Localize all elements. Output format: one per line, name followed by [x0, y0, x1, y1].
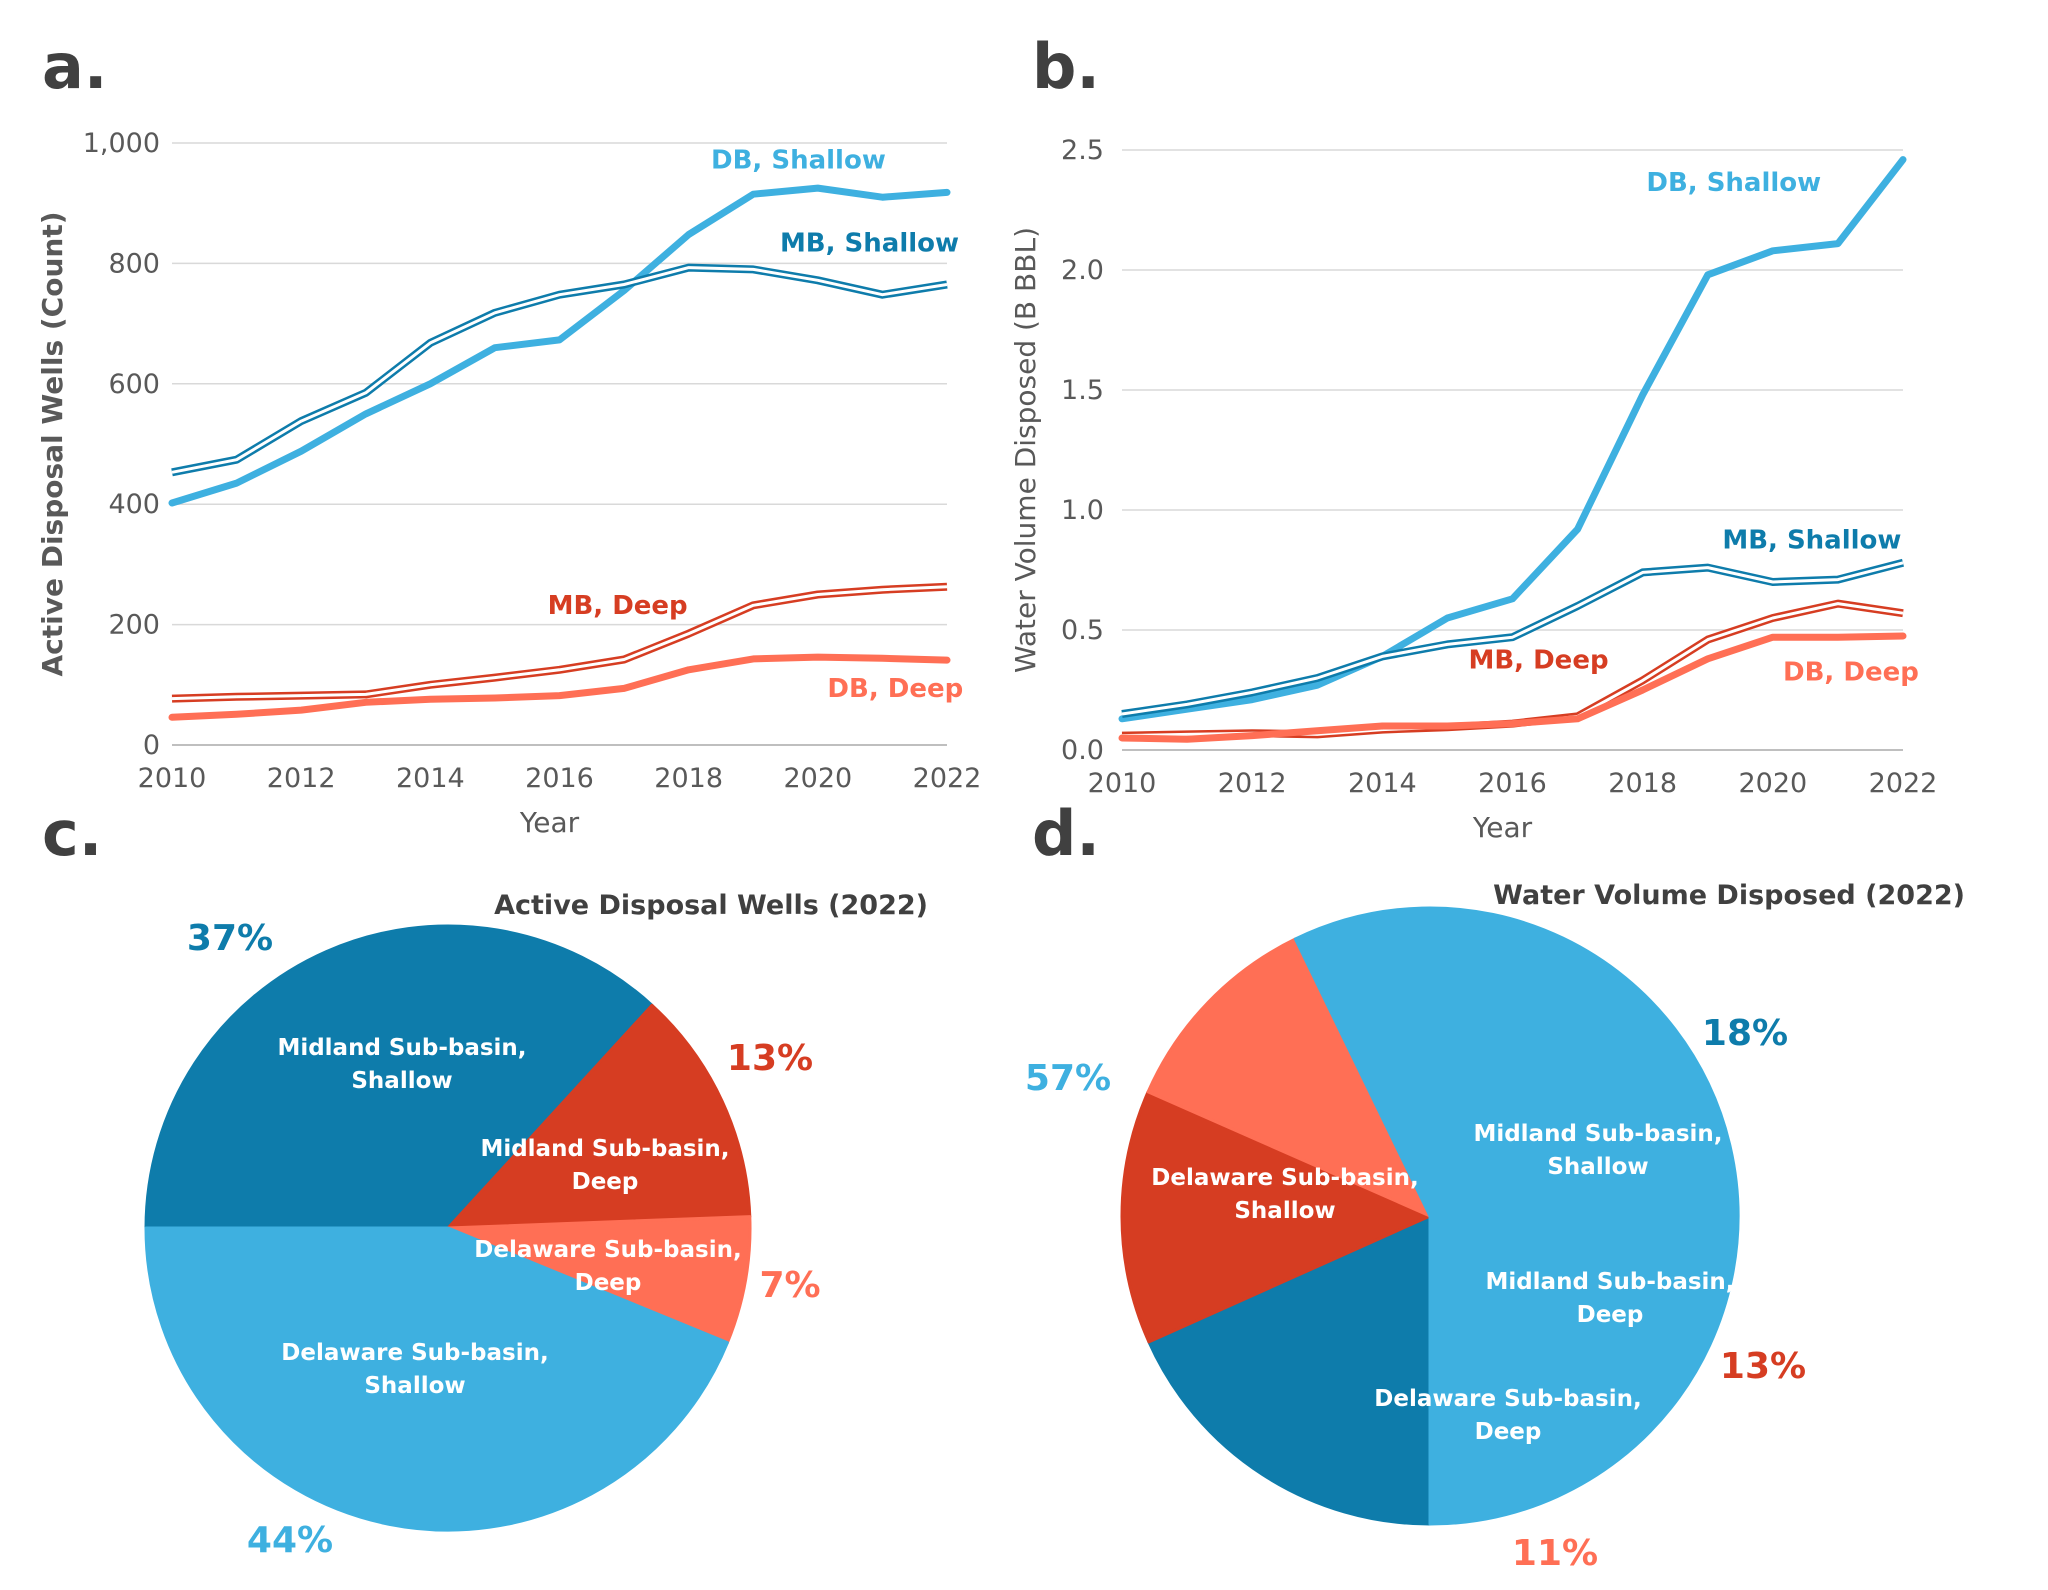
- series-label-db_shallow: DB, Shallow: [1646, 168, 1821, 198]
- slice-label-db_deep-line2: Deep: [575, 1270, 642, 1296]
- pie-slice-db_deep: [446, 1215, 752, 1345]
- slice-label-db_deep: Delaware Sub-basin,: [1374, 1386, 1641, 1412]
- x-tick-label: 2020: [1738, 768, 1807, 799]
- x-axis-title: Year: [1472, 811, 1533, 844]
- panel-letter-b: b.: [1032, 30, 1100, 103]
- line-chart-b: 0.0 0.5 1.0 1.5 2.0 2.5 2010 2012 2014 2016 2018 20…: [1009, 135, 1937, 844]
- pct-label-db_deep: 11%: [1512, 1533, 1598, 1574]
- series-label-mb_deep: MB, Deep: [548, 591, 688, 621]
- x-tick-label: 2010: [138, 763, 207, 794]
- series-label-mb_shallow: MB, Shallow: [780, 228, 959, 258]
- y-tick-label: 400: [108, 489, 160, 520]
- pie-slice-db_shallow: [1293, 906, 1740, 1526]
- y-axis-title: Water Volume Disposed (B BBL): [1009, 227, 1042, 673]
- panel-letter-c: c.: [42, 797, 102, 870]
- slice-label-mb_shallow-line2: Shallow: [351, 1068, 452, 1094]
- y-tick-label: 1.0: [1061, 495, 1104, 526]
- slice-label-mb_deep: Midland Sub-basin,: [480, 1136, 729, 1162]
- pct-label-db_deep: 7%: [759, 1265, 820, 1306]
- x-tick-label: 2010: [1088, 768, 1157, 799]
- slice-label-mb_deep-line2: Deep: [1577, 1302, 1644, 1328]
- y-tick-label: 600: [108, 369, 160, 400]
- series-label-mb_deep: MB, Deep: [1468, 645, 1608, 675]
- slice-label-mb_shallow: Midland Sub-basin,: [277, 1035, 526, 1061]
- x-tick-label: 2012: [267, 763, 336, 794]
- y-tick-label: 0: [143, 730, 160, 761]
- x-tick-label: 2016: [1478, 768, 1547, 799]
- pie-chart-c: Active Disposal Wells (2022) Midland Sub-…: [144, 890, 928, 1561]
- pie-slice-db_shallow: [144, 1226, 729, 1532]
- pct-label-mb_deep: 13%: [1720, 1346, 1806, 1387]
- y-tick-label: 2.0: [1061, 255, 1104, 286]
- y-tick-label: 800: [108, 248, 160, 279]
- slice-label-db_shallow: Delaware Sub-basin,: [281, 1340, 548, 1366]
- series-label-db_shallow: DB, Shallow: [711, 145, 886, 175]
- x-tick-label: 2018: [1608, 768, 1677, 799]
- y-tick-label: 0.5: [1061, 615, 1104, 646]
- slice-label-db_shallow: Delaware Sub-basin,: [1151, 1165, 1418, 1191]
- slice-label-db_deep-line2: Deep: [1475, 1419, 1542, 1445]
- pct-label-mb_shallow: 18%: [1702, 1013, 1788, 1054]
- pie-slice-mb_deep: [1120, 1090, 1432, 1344]
- x-tick-label: 2020: [783, 763, 852, 794]
- series-label-mb_shallow: MB, Shallow: [1722, 525, 1901, 555]
- slice-label-mb_shallow: Midland Sub-basin,: [1473, 1121, 1722, 1147]
- y-tick-label: 200: [108, 610, 160, 641]
- panel-letter-a: a.: [42, 30, 107, 103]
- slice-label-db_shallow-line2: Shallow: [364, 1373, 465, 1399]
- x-tick-label: 2022: [913, 763, 982, 794]
- y-tick-label: 1,000: [83, 128, 160, 159]
- pct-label-db_shallow: 44%: [247, 1520, 333, 1561]
- x-tick-label: 2016: [525, 763, 594, 794]
- y-tick-label: 1.5: [1061, 375, 1104, 406]
- y-tick-label: 0.0: [1061, 735, 1104, 766]
- line-chart-a: 0 200 400 600 800 1,000 2010 2012 2014 2016 2018 20…: [36, 128, 981, 839]
- pct-label-db_shallow: 57%: [1025, 1058, 1111, 1099]
- series-line-mb_shallow: [171, 263, 948, 477]
- slice-label-db_shallow-line2: Shallow: [1234, 1198, 1335, 1224]
- pie-slice-mb_shallow: [1147, 1214, 1432, 1526]
- x-tick-label: 2014: [396, 763, 465, 794]
- series-label-db_deep: DB, Deep: [1783, 657, 1919, 687]
- slice-label-mb_shallow-line2: Shallow: [1547, 1154, 1648, 1180]
- slice-label-mb_deep-line2: Deep: [572, 1169, 639, 1195]
- x-tick-label: 2022: [1869, 768, 1938, 799]
- pct-label-mb_deep: 13%: [727, 1038, 813, 1079]
- y-axis-title: Active Disposal Wells (Count): [36, 211, 69, 676]
- pie-slice-db_deep: [1146, 937, 1432, 1218]
- y-tick-label: 2.5: [1061, 135, 1104, 166]
- series-label-db_deep: DB, Deep: [827, 674, 963, 704]
- x-tick-label: 2018: [654, 763, 723, 794]
- x-tick-label: 2014: [1348, 768, 1417, 799]
- slice-label-db_deep: Delaware Sub-basin,: [474, 1237, 741, 1263]
- pie-title: Water Volume Disposed (2022): [1493, 880, 1965, 911]
- pct-label-mb_shallow: 37%: [187, 918, 273, 959]
- pie-title: Active Disposal Wells (2022): [494, 890, 928, 921]
- panel-letter-d: d.: [1032, 797, 1100, 870]
- pie-chart-d: Water Volume Disposed (2022) Midland Sub-…: [1025, 880, 1965, 1574]
- slice-label-mb_deep: Midland Sub-basin,: [1485, 1269, 1734, 1295]
- pie-slice-mb_deep: [446, 1003, 752, 1230]
- pie-slice-mb_shallow: [144, 924, 654, 1230]
- x-tick-label: 2012: [1218, 768, 1287, 799]
- x-axis-title: Year: [519, 806, 580, 839]
